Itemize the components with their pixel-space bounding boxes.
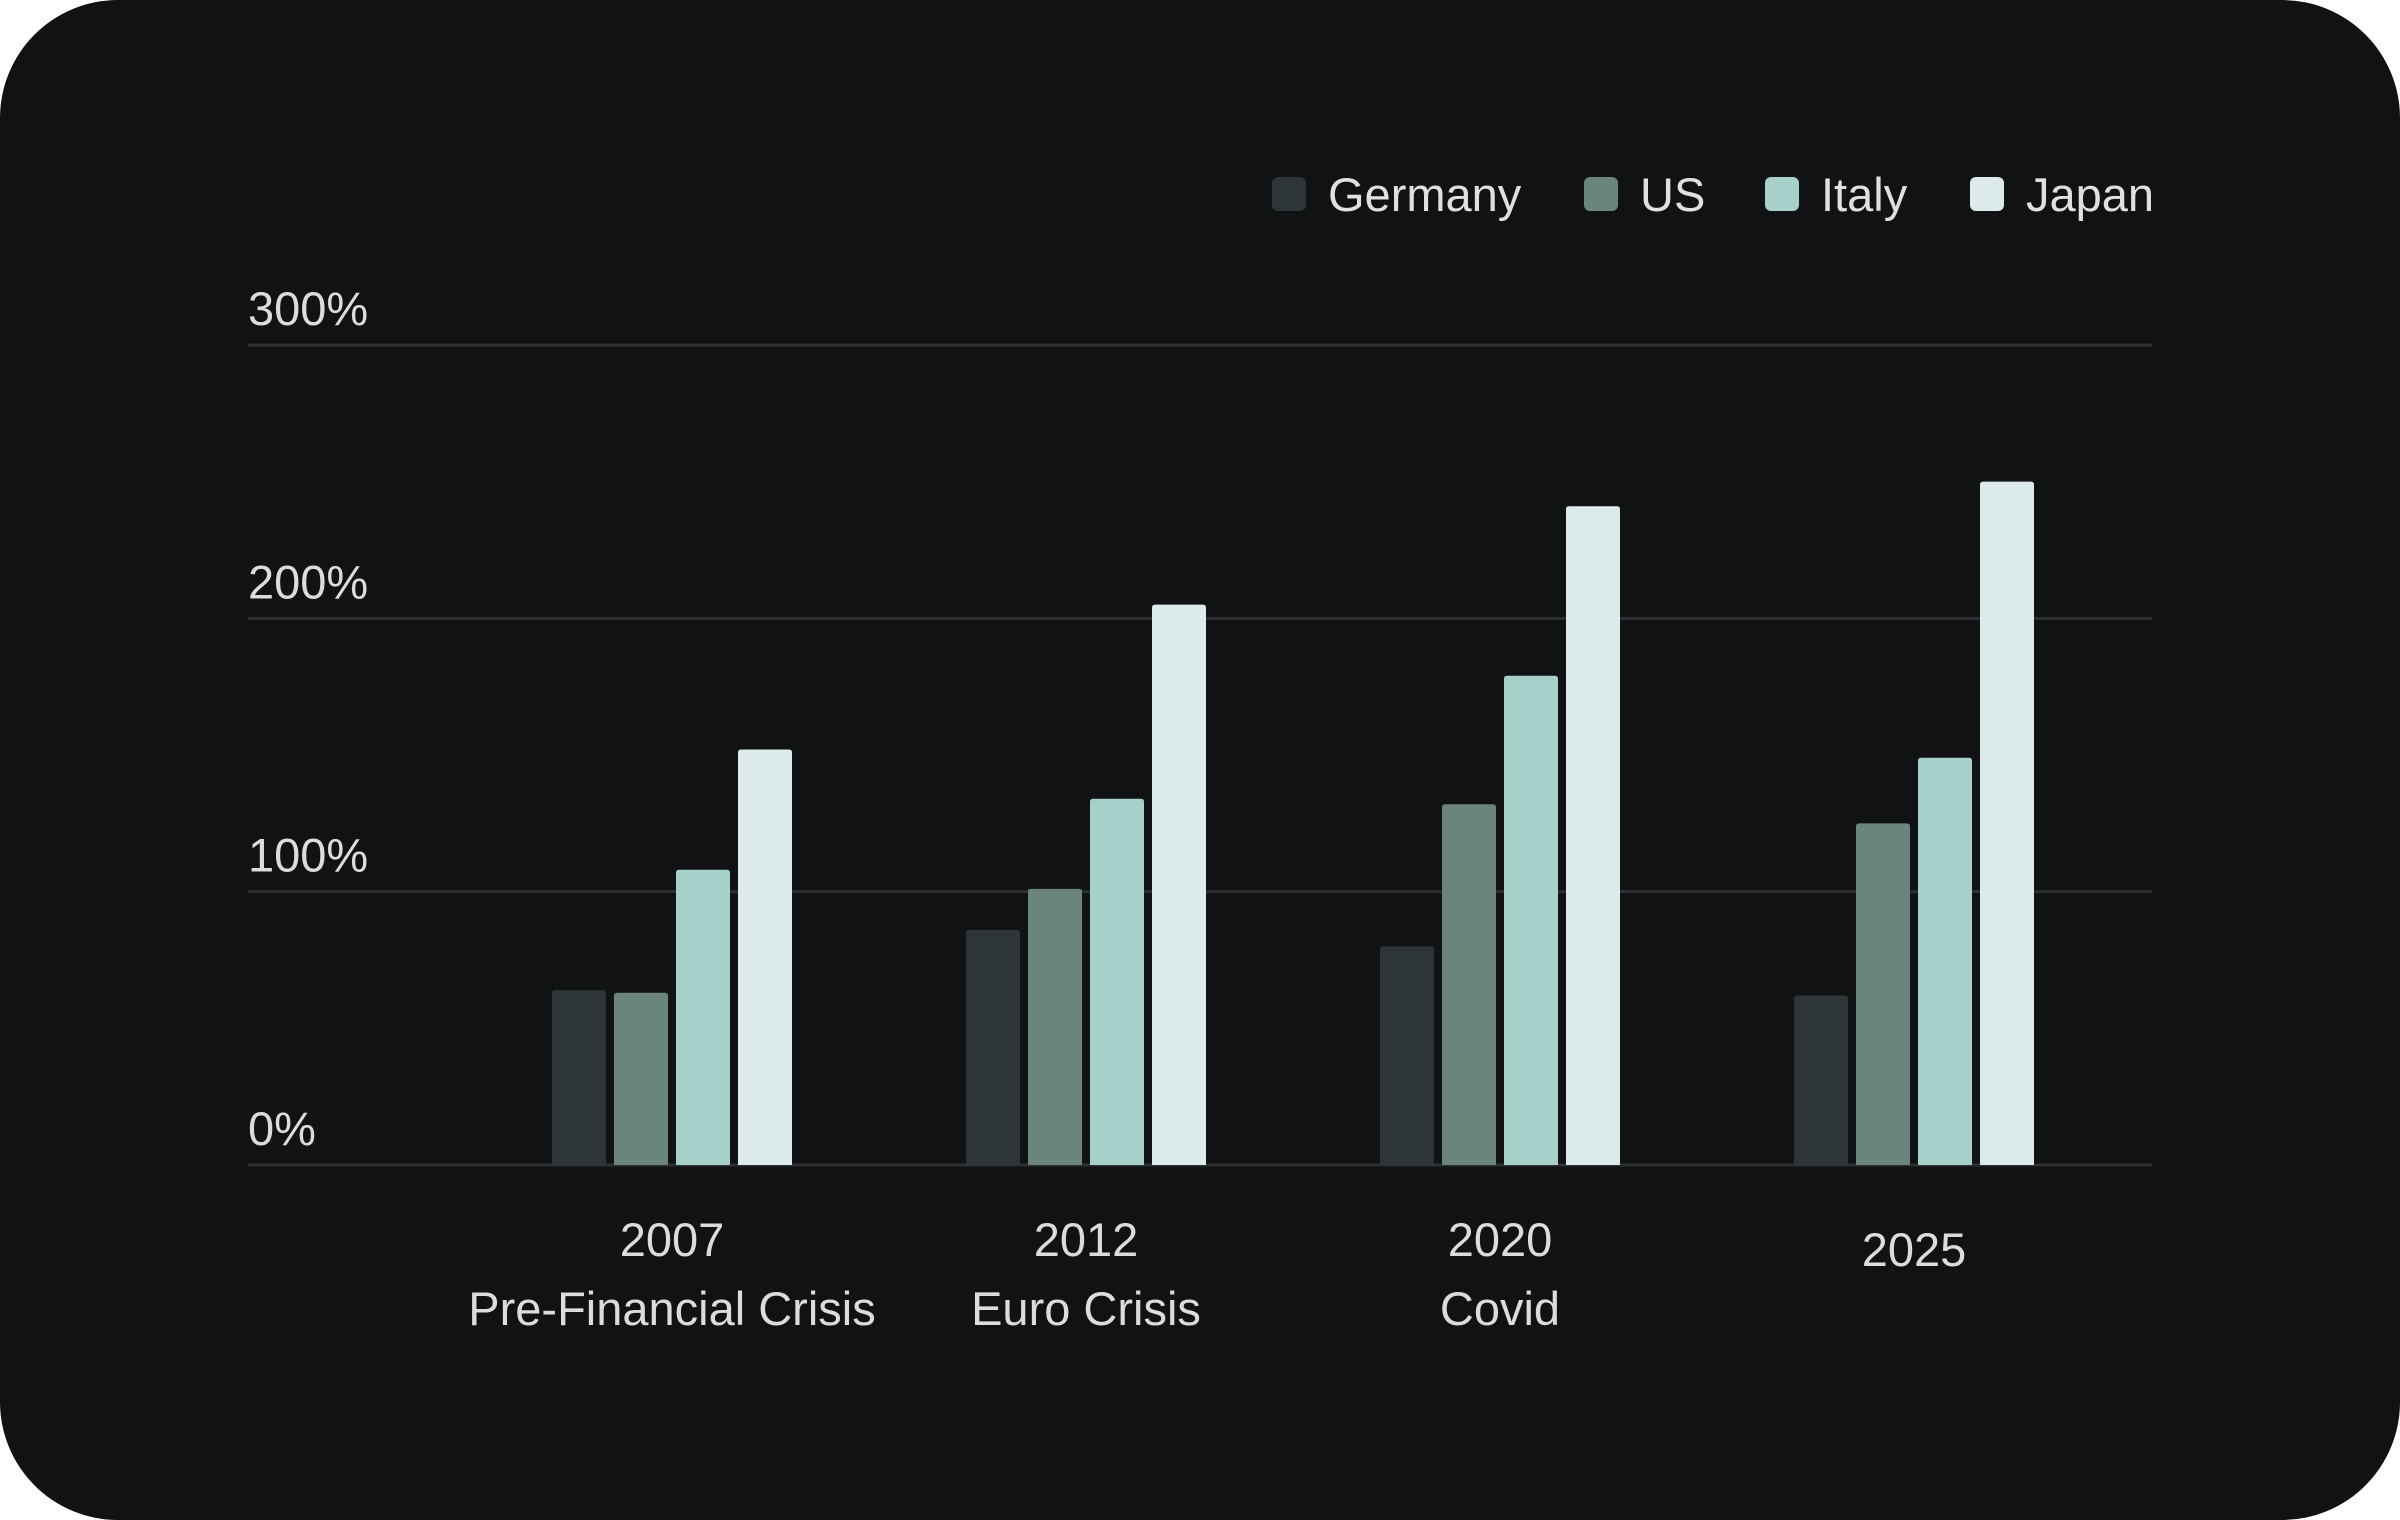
legend-label: Germany	[1328, 168, 1522, 221]
bar-group-2025	[1794, 481, 2034, 1166]
bar-group-2007	[552, 749, 792, 1165]
legend-swatch	[1272, 177, 1306, 211]
bar-us-2007	[614, 992, 668, 1165]
bar-germany-2025	[1794, 995, 1848, 1165]
legend-label: Italy	[1821, 168, 1908, 221]
legend-item-italy: Italy	[1765, 168, 1908, 221]
x-category-year: 2020	[1448, 1213, 1553, 1266]
bar-group-2020	[1380, 506, 1620, 1165]
legend-item-germany: Germany	[1272, 168, 1522, 221]
bar-italy-2020	[1504, 675, 1558, 1165]
bar-germany-2007	[552, 990, 606, 1165]
bar-japan-2012	[1152, 604, 1206, 1165]
bar-germany-2020	[1380, 946, 1434, 1165]
x-category-event: Pre-Financial Crisis	[468, 1282, 875, 1335]
bar-germany-2012	[966, 929, 1020, 1165]
y-tick-label: 100%	[248, 829, 368, 882]
legend-swatch	[1970, 177, 2004, 211]
legend-swatch	[1765, 177, 1799, 211]
legend-item-us: US	[1584, 168, 1705, 221]
y-tick-label: 300%	[248, 282, 368, 335]
bar-japan-2007	[738, 749, 792, 1165]
legend-label: US	[1640, 168, 1705, 221]
bar-group-2012	[966, 604, 1206, 1165]
bar-italy-2025	[1918, 757, 1972, 1165]
bar-us-2012	[1028, 888, 1082, 1165]
legend-item-japan: Japan	[1970, 168, 2154, 221]
bar-japan-2025	[1980, 481, 2034, 1166]
x-category-year: 2012	[1034, 1213, 1139, 1266]
legend: Germany US Italy Japan	[1272, 168, 2154, 221]
y-axis-ticks: 0% 100% 200% 300%	[248, 282, 368, 1155]
bar-us-2020	[1442, 804, 1496, 1165]
legend-label: Japan	[2026, 168, 2154, 221]
bar-us-2025	[1856, 823, 1910, 1165]
bar-italy-2012	[1090, 798, 1144, 1165]
x-category-event: Euro Crisis	[971, 1282, 1201, 1335]
bar-italy-2007	[676, 869, 730, 1165]
x-category-year: 2025	[1862, 1223, 1967, 1276]
x-category-event: Covid	[1440, 1282, 1560, 1335]
x-axis-categories: 2007 Pre-Financial Crisis 2012 Euro Crisis 2…	[468, 1213, 1966, 1335]
x-category-year: 2007	[620, 1213, 725, 1266]
bar-japan-2020	[1566, 506, 1620, 1165]
legend-swatch	[1584, 177, 1618, 211]
bars	[552, 481, 2034, 1166]
y-tick-label: 0%	[248, 1102, 316, 1155]
y-tick-label: 200%	[248, 555, 368, 608]
